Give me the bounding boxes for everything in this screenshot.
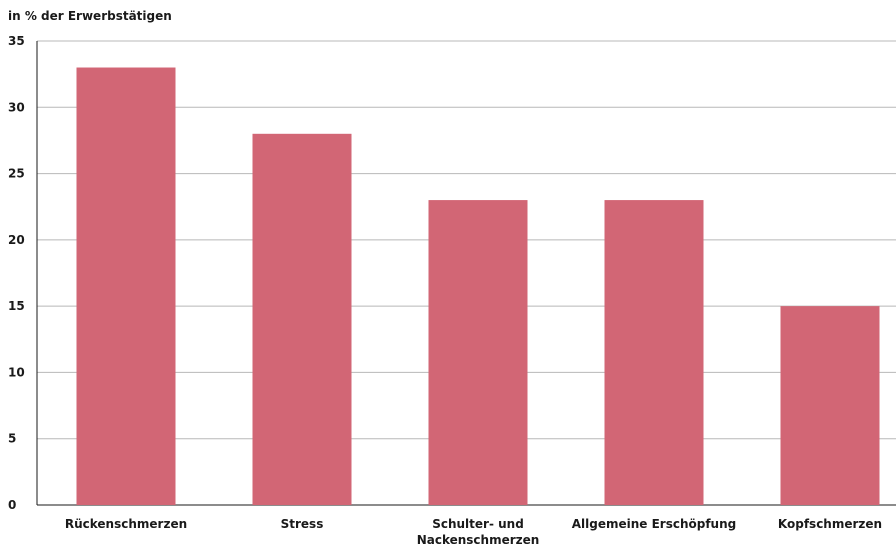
y-tick-label: 25: [8, 167, 25, 181]
x-category-label: Rückenschmerzen: [65, 517, 187, 531]
bar: [428, 200, 528, 506]
x-category-label: Stress: [281, 517, 324, 531]
y-tick-label: 10: [8, 365, 25, 379]
y-tick-labels: 0 5 10 15 20 25 30 35: [8, 34, 25, 512]
bars: [76, 67, 880, 506]
y-tick-label: 5: [8, 432, 16, 446]
y-tick-label: 35: [8, 34, 25, 48]
y-tick-label: 15: [8, 299, 25, 313]
x-category-label: Schulter- und: [432, 517, 524, 531]
y-axis-label: in % der Erwerbstätigen: [8, 9, 172, 23]
y-tick-label: 20: [8, 233, 25, 247]
x-category-labels: Rückenschmerzen Stress Schulter- und Nacken…: [65, 517, 882, 547]
x-category-label: Kopfschmerzen: [778, 517, 882, 531]
bar: [252, 133, 352, 506]
bar: [780, 306, 880, 505]
bar: [604, 200, 704, 506]
x-category-label: Nackenschmerzen: [417, 533, 540, 547]
y-tick-label: 0: [8, 498, 16, 512]
x-category-label: Allgemeine Erschöpfung: [572, 517, 737, 531]
bar: [76, 67, 176, 505]
y-tick-label: 30: [8, 100, 25, 114]
